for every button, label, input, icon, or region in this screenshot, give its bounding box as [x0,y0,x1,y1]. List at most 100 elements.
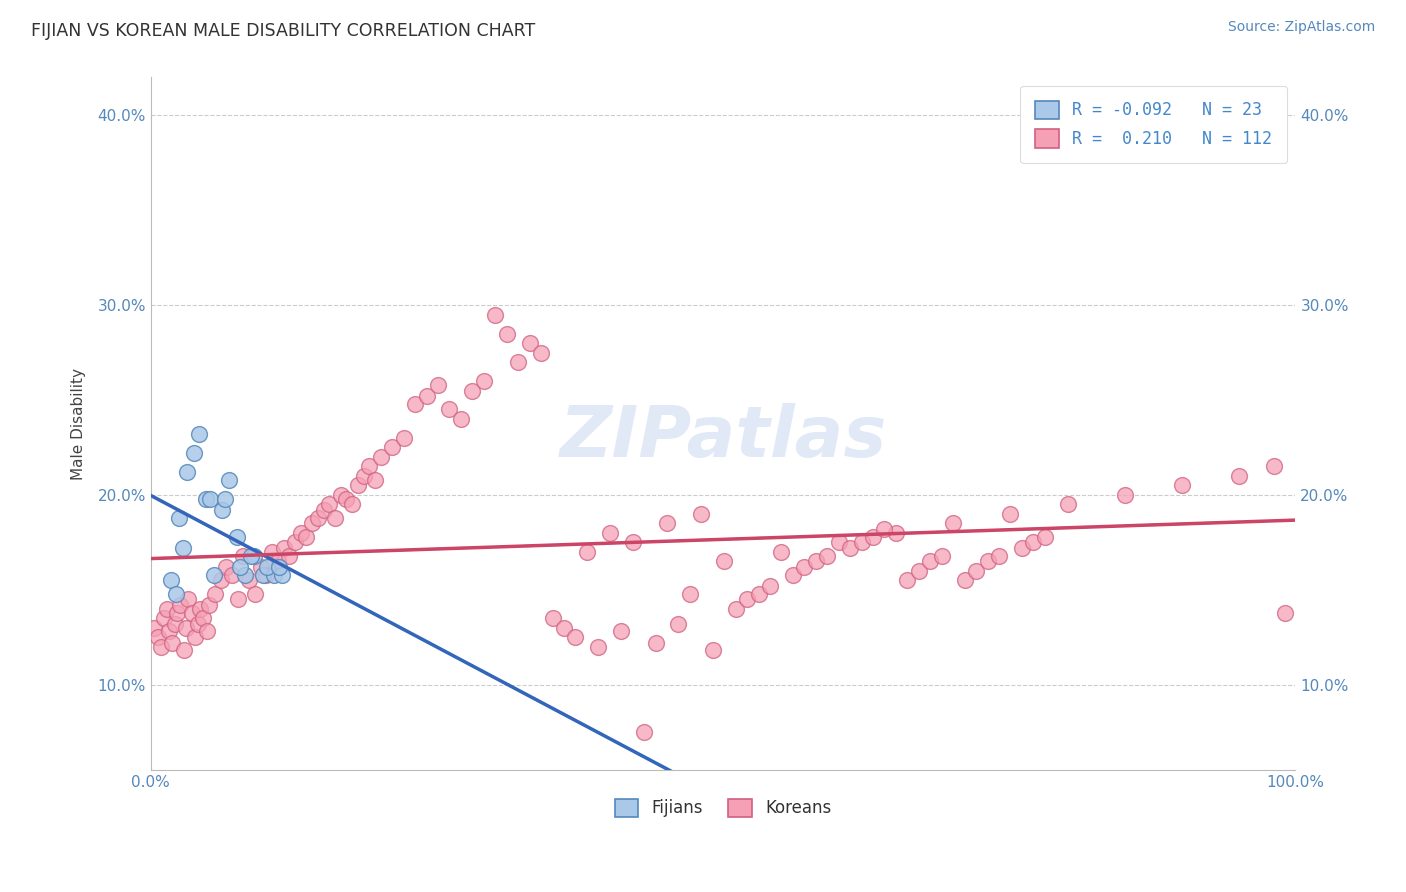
Point [271,567,294,582]
Point [668,616,690,631]
Point [724,601,747,615]
Point [461,384,484,398]
Point [1171,478,1194,492]
Point [495,326,517,341]
Point [735,592,758,607]
Point [364,473,387,487]
Point [427,377,450,392]
Point [839,541,862,555]
Point [381,441,404,455]
Point [988,549,1011,563]
Point [519,336,541,351]
Point [221,567,243,582]
Point [229,560,252,574]
Point [194,491,217,506]
Point [759,579,782,593]
Point [240,549,263,563]
Point [782,567,804,582]
Point [450,412,472,426]
Point [828,535,851,549]
Point [564,630,586,644]
Point [873,522,896,536]
Point [176,465,198,479]
Point [169,598,191,612]
Point [204,586,226,600]
Point [679,586,702,600]
Point [323,510,346,524]
Point [575,545,598,559]
Point [162,636,184,650]
Point [200,491,222,506]
Point [713,554,735,568]
Point [931,549,953,563]
Point [1056,497,1078,511]
Point [290,525,312,540]
Point [233,567,256,582]
Point [953,574,976,588]
Point [508,355,530,369]
Point [353,469,375,483]
Point [1011,541,1033,555]
Point [655,516,678,531]
Point [249,560,271,574]
Point [165,586,187,600]
Point [370,450,392,464]
Point [415,389,437,403]
Point [260,545,283,559]
Point [484,308,506,322]
Point [793,560,815,574]
Point [254,567,277,582]
Point [748,586,770,600]
Point [942,516,965,531]
Point [588,640,610,654]
Point [318,497,340,511]
Point [312,503,335,517]
Point [295,530,318,544]
Point [232,549,254,563]
Point [702,643,724,657]
Point [610,624,633,639]
Point [218,473,240,487]
Point [541,611,564,625]
Point [150,640,173,654]
Point [359,459,381,474]
Point [690,507,713,521]
Point [183,446,205,460]
Point [156,601,179,615]
Point [187,427,209,442]
Point [256,560,278,574]
Point [621,535,644,549]
Point [198,598,221,612]
Point [1274,606,1296,620]
Point [209,574,232,588]
Point [214,491,236,506]
Point [815,549,838,563]
Point [301,516,323,531]
Point [169,510,191,524]
Point [472,374,495,388]
Point [211,503,233,517]
Point [335,491,357,506]
Point [188,601,211,615]
Point [340,497,363,511]
Point [804,554,827,568]
Point [1227,469,1250,483]
Point [530,345,553,359]
Point [184,630,207,644]
Point [215,560,238,574]
Point [174,621,197,635]
Legend: Fijians, Koreans: Fijians, Koreans [609,792,838,824]
Point [439,402,461,417]
Point [226,592,249,607]
Point [1114,488,1136,502]
Point [404,397,426,411]
Point [329,488,352,502]
Point [263,567,285,582]
Point [896,574,918,588]
Point [1000,507,1022,521]
Point [172,541,194,555]
Point [284,535,307,549]
Point [153,611,176,625]
Point [851,535,873,549]
Point [770,545,793,559]
